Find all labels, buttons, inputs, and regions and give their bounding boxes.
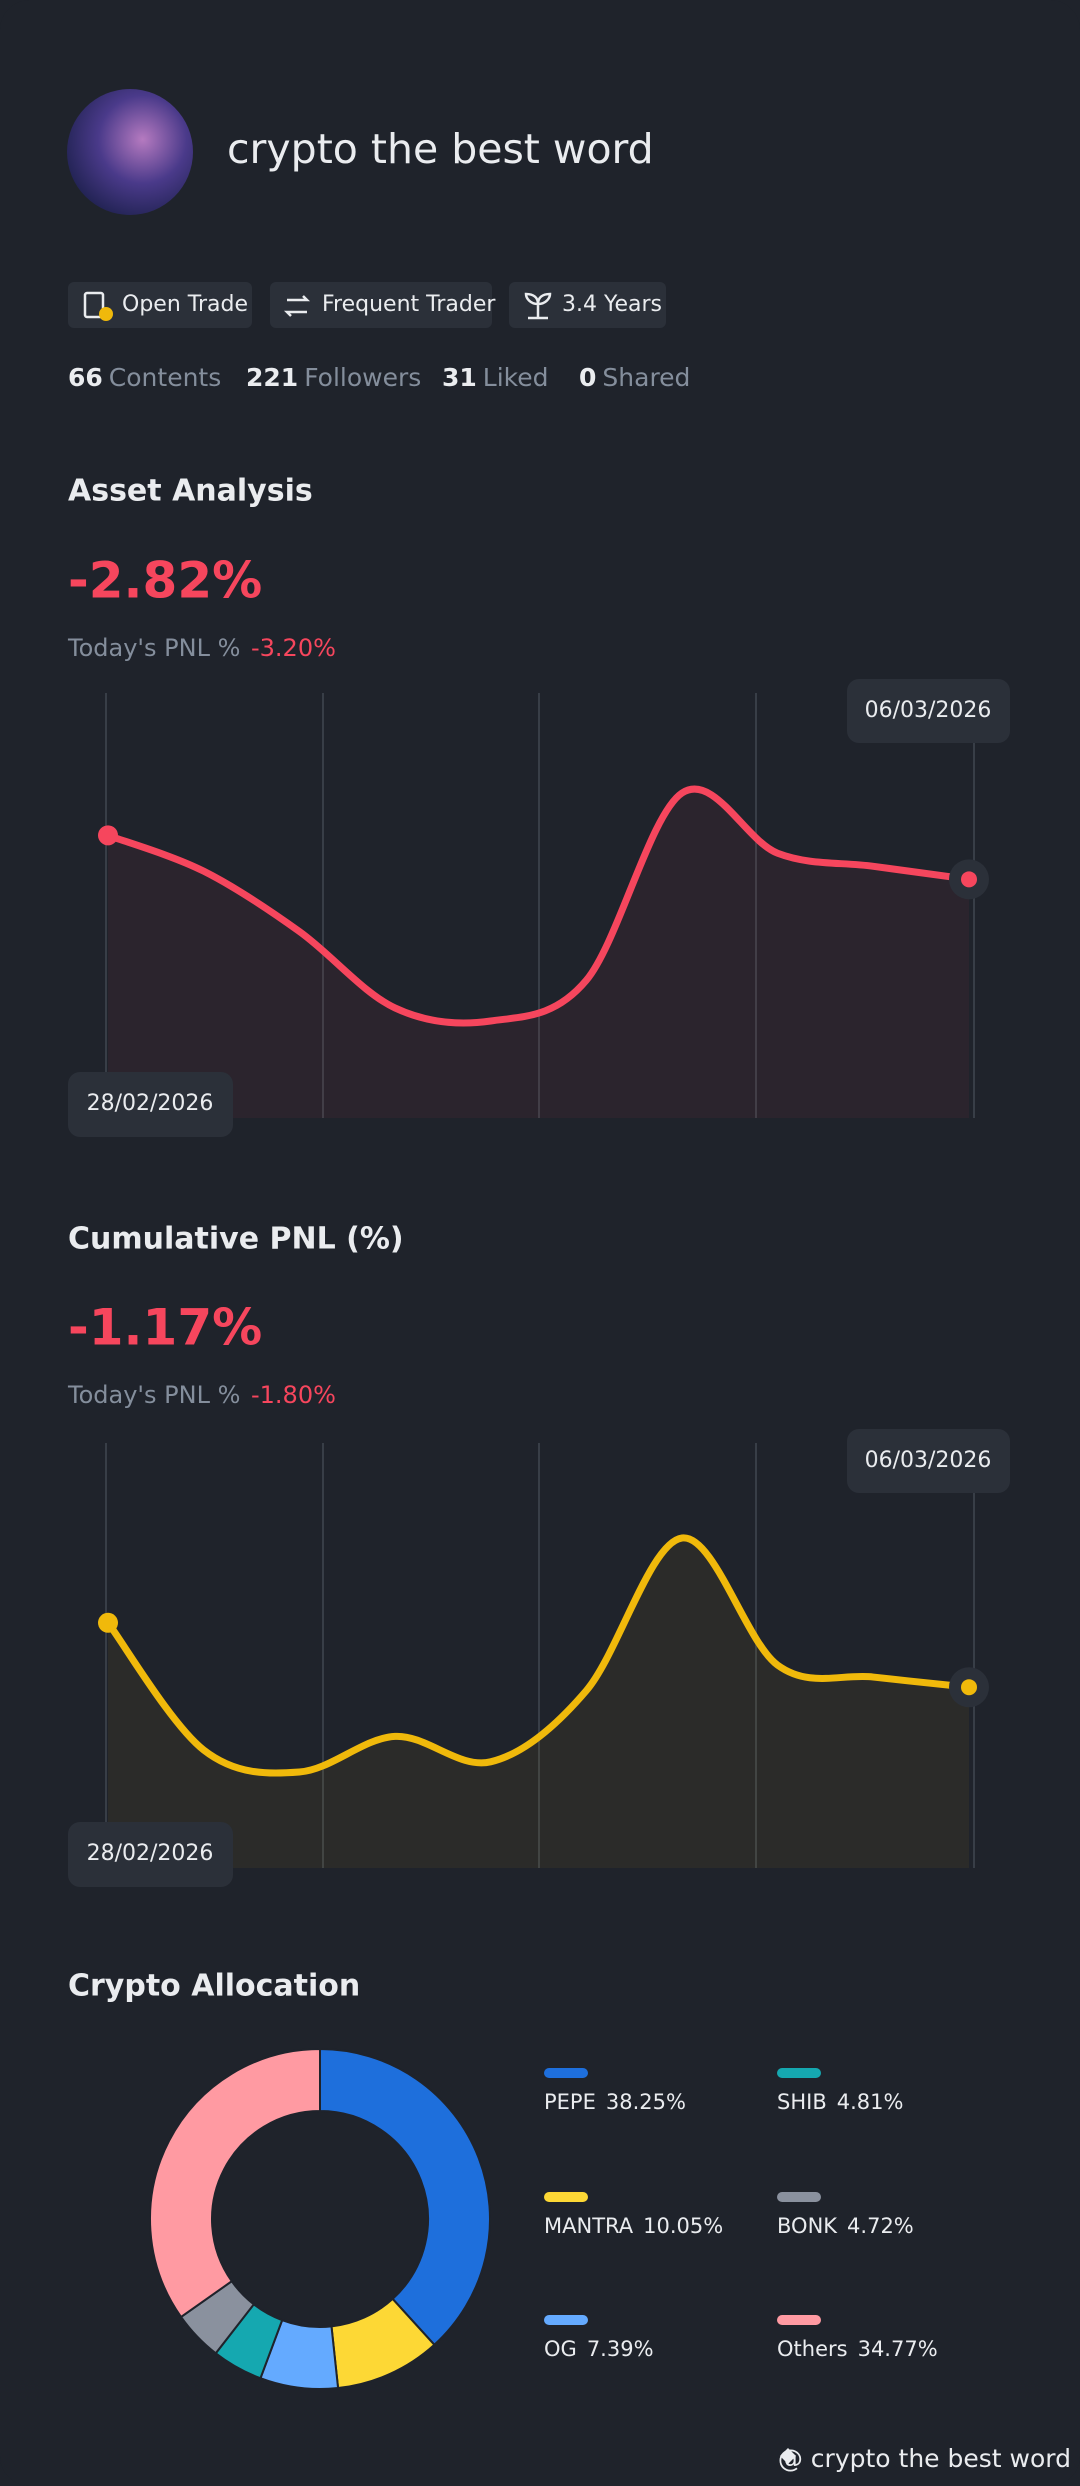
- footer: @ crypto the best word: [778, 2444, 1071, 2473]
- stat: 31 Liked: [442, 363, 549, 392]
- headline-value: -2.82%: [68, 552, 262, 610]
- legend-value: 4.72%: [847, 2214, 914, 2238]
- end-date: 06/03/2026: [865, 1448, 992, 1473]
- badge-label: 3.4 Years: [562, 292, 662, 317]
- start-point: [98, 1612, 118, 1633]
- headline-value: -1.17%: [68, 1299, 262, 1357]
- today-value: -3.20%: [251, 634, 336, 662]
- legend-value: 10.05%: [643, 2214, 723, 2238]
- section-title: Asset Analysis: [68, 474, 313, 509]
- date-tooltip: [847, 679, 1010, 743]
- legend-swatch: [777, 2315, 821, 2325]
- date-tooltip: [68, 1072, 233, 1137]
- legend-value: 4.81%: [837, 2090, 904, 2114]
- today-label: Today's PNL %: [67, 634, 240, 662]
- badge-icon: [524, 292, 552, 320]
- footer-logo: [780, 2448, 796, 2464]
- legend-swatch: [544, 2315, 588, 2325]
- badge: [68, 282, 252, 328]
- badge-label: Open Trade: [122, 292, 248, 317]
- avatar: [67, 89, 193, 215]
- legend-name: OG: [544, 2337, 577, 2361]
- legend-entry: Others 34.77%: [777, 2337, 938, 2361]
- legend-entry: OG 7.39%: [544, 2337, 654, 2361]
- line: [104, 1534, 973, 1777]
- today-value: -1.80%: [251, 1381, 336, 1409]
- stat-label: Contents: [109, 363, 221, 392]
- legend-value: 7.39%: [587, 2337, 654, 2361]
- legend-name: SHIB: [777, 2090, 827, 2114]
- start-date: 28/02/2026: [87, 1091, 214, 1116]
- end-point: [961, 1679, 977, 1696]
- stat-count: 0: [579, 363, 596, 392]
- start-point: [98, 825, 118, 846]
- legend-value: 34.77%: [858, 2337, 938, 2361]
- badges: Open Trade Frequent Trader 3.4 Years: [68, 282, 666, 328]
- end-date: 06/03/2026: [865, 698, 992, 723]
- donut-segment: [319, 2047, 491, 2347]
- legend-swatch: [544, 2192, 588, 2202]
- line: [104, 785, 973, 1027]
- footer-text: @ crypto the best word: [778, 2444, 1071, 2473]
- line-area: [108, 789, 969, 1118]
- stat-label: Liked: [483, 363, 549, 392]
- legend-name: BONK: [777, 2214, 838, 2238]
- date-tooltip: [68, 1822, 233, 1887]
- legend-value: 38.25%: [606, 2090, 686, 2114]
- date-tooltip: [847, 1429, 1010, 1493]
- legend-entry: MANTRA 10.05%: [544, 2214, 723, 2238]
- badge-icon: [283, 295, 311, 317]
- start-date: 28/02/2026: [87, 1841, 214, 1866]
- badge-icon: [99, 307, 113, 321]
- line-area: [108, 1537, 969, 1868]
- badge-icon: [83, 291, 105, 319]
- legend-name: MANTRA: [544, 2214, 634, 2238]
- today-label: Today's PNL %: [67, 1381, 240, 1409]
- section-title: Cumulative PNL (%): [68, 1222, 404, 1257]
- legend-name: Others: [777, 2337, 848, 2361]
- legend-swatch: [777, 2068, 821, 2078]
- stat-count: 221: [246, 363, 298, 392]
- badge-label: Frequent Trader: [322, 292, 496, 317]
- profile-name: crypto the best word: [227, 125, 654, 173]
- stat: 221 Followers: [246, 363, 421, 392]
- end-point: [961, 871, 977, 888]
- stats: 66 Contents 221 Followers 31 Liked 0 Shared: [68, 363, 690, 392]
- donut-segment: [149, 2047, 321, 2319]
- stat-label: Shared: [602, 363, 690, 392]
- stat: 66 Contents: [68, 363, 221, 392]
- legend-entry: PEPE 38.25%: [544, 2090, 686, 2114]
- stat: 0 Shared: [579, 363, 690, 392]
- section-title: Crypto Allocation: [68, 1969, 360, 2004]
- legend-name: PEPE: [544, 2090, 596, 2114]
- badge: [270, 282, 492, 328]
- legend-entry: BONK 4.72%: [777, 2214, 914, 2238]
- legend-swatch: [777, 2192, 821, 2202]
- stat-count: 31: [442, 363, 477, 392]
- stat-label: Followers: [304, 363, 421, 392]
- legend-swatch: [544, 2068, 588, 2078]
- stat-count: 66: [68, 363, 103, 392]
- legend-entry: SHIB 4.81%: [777, 2090, 903, 2114]
